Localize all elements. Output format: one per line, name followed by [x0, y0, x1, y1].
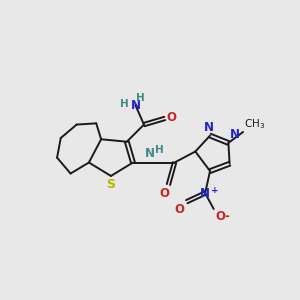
Text: CH$_3$: CH$_3$ [244, 117, 266, 131]
Text: H: H [136, 93, 145, 103]
Text: N: N [204, 121, 214, 134]
Text: N: N [145, 147, 155, 160]
Text: N: N [130, 98, 140, 112]
Text: N: N [230, 128, 240, 141]
Text: H: H [155, 145, 164, 155]
Text: -: - [224, 210, 229, 223]
Text: O: O [175, 203, 185, 216]
Text: O: O [160, 187, 170, 200]
Text: +: + [211, 186, 218, 195]
Text: N: N [200, 187, 210, 200]
Text: S: S [106, 178, 116, 191]
Text: O: O [215, 210, 225, 223]
Text: H: H [120, 99, 128, 109]
Text: O: O [167, 111, 177, 124]
